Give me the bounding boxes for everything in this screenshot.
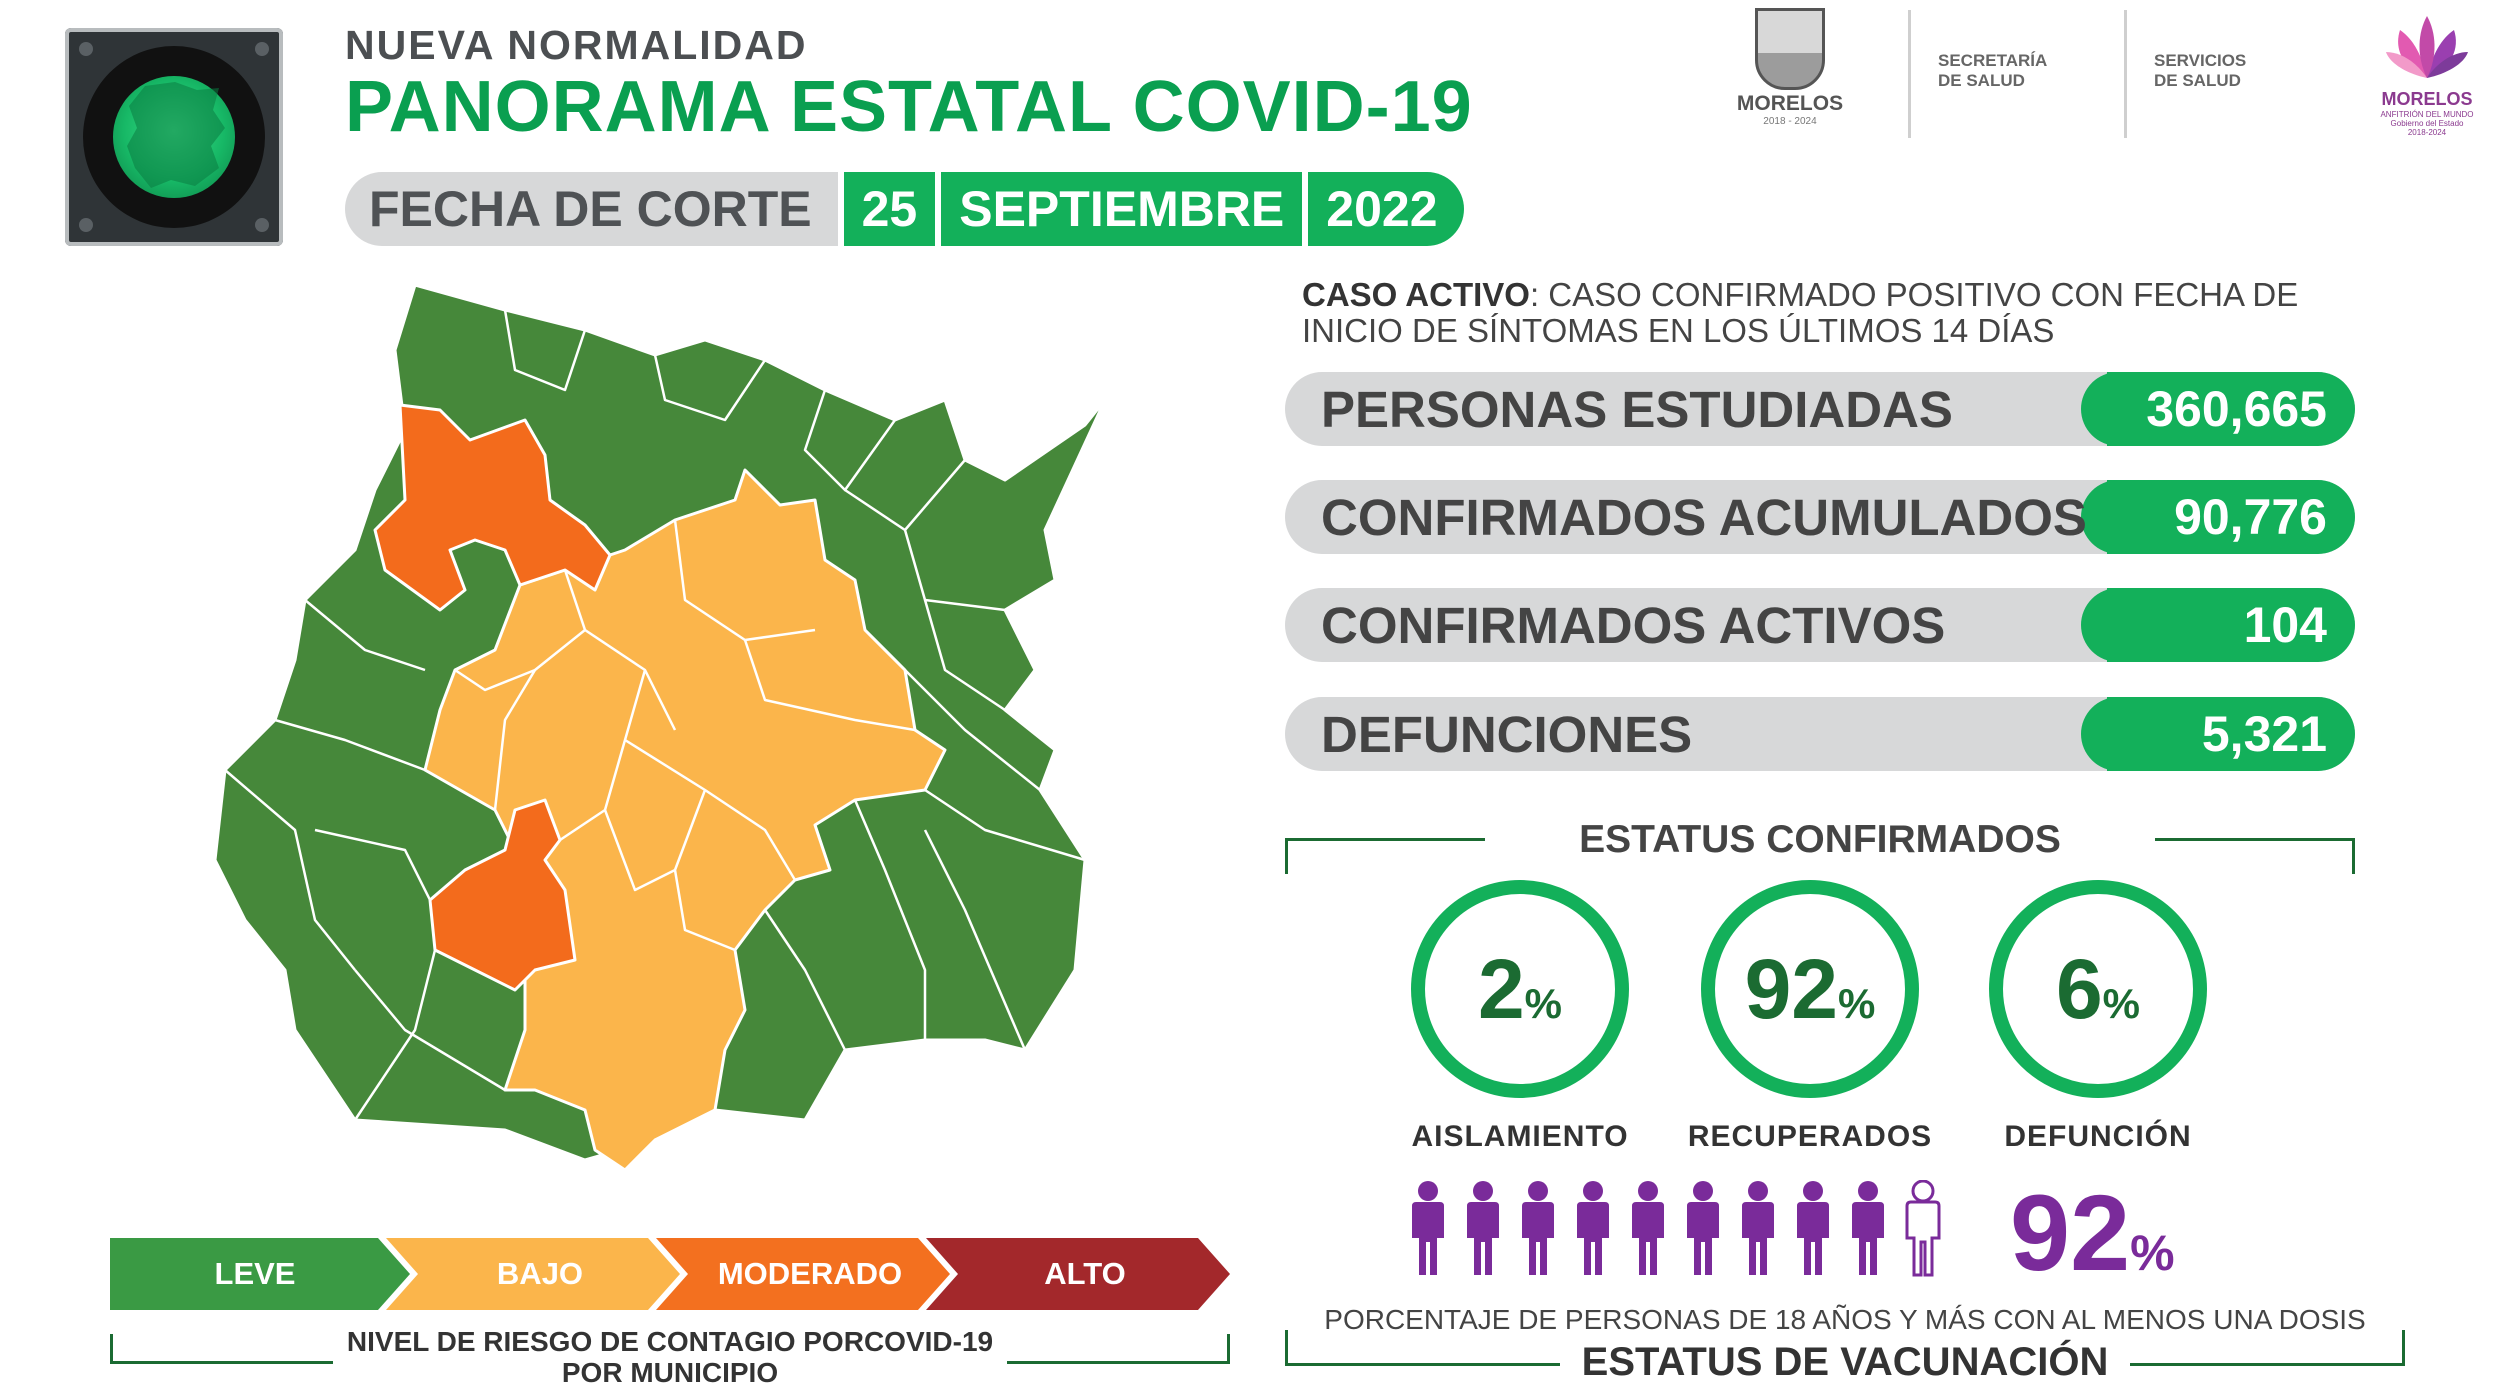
legend-caption-line2: POR MUNICIPIO: [561, 1357, 779, 1388]
person-icon-vaccinated: [1687, 1181, 1719, 1275]
secretaria-line-1: SECRETARÍA: [1938, 51, 2048, 70]
servicios-line-2: DE SALUD: [2154, 71, 2241, 90]
person-icon-unvaccinated: [1905, 1180, 1941, 1277]
institution-logos: MORELOS 2018 - 2024 SECRETARÍA DE SALUD …: [1700, 8, 2500, 148]
stat-label: PERSONAS ESTUDIADAS: [1321, 381, 1953, 438]
legend-swatch-leve: [110, 1238, 410, 1310]
person-icon-vaccinated: [1632, 1181, 1664, 1275]
vaccination-percent: 92%: [2010, 1170, 2175, 1295]
active-case-definition: CASO ACTIVO: CASO CONFIRMADO POSITIVO CO…: [1302, 277, 2352, 349]
legend-caption: NIVEL DE RIESGO DE CONTAGIO POR COVID-19…: [110, 1326, 1230, 1388]
status-value: 6: [2055, 941, 2103, 1036]
status-value: 92: [1744, 941, 1839, 1036]
status-isolation: 2% AISLAMIENTO: [1390, 880, 1650, 1154]
date-label: FECHA DE CORTE: [345, 172, 838, 246]
flower-icon: [2386, 16, 2468, 78]
logo-divider: [1908, 10, 1911, 138]
legend-label-leve: LEVE: [214, 1256, 296, 1291]
traffic-light-logo: [65, 28, 283, 246]
morelos-logo-years: 2018 - 2024: [1763, 116, 1817, 127]
risk-level-legend: LEVE BAJO MODERADO ALTO: [110, 1238, 1230, 1310]
stat-personas-estudiadas: 360,665 PERSONAS ESTUDIADAS: [1285, 372, 2355, 446]
stat-value: 104: [2081, 588, 2355, 662]
date-year: 2022: [1308, 172, 1464, 246]
vaccination-unit: %: [2130, 1225, 2175, 1281]
status-ring: 92%: [1701, 880, 1919, 1098]
vaccination-people-pictogram: [1412, 1180, 1941, 1277]
person-icon-vaccinated: [1412, 1181, 1444, 1275]
section-title: ESTATUS CONFIRMADOS: [1579, 818, 2061, 861]
person-icon-vaccinated: [1577, 1181, 1609, 1275]
flower-logo-text: MORELOS: [2381, 89, 2473, 109]
morelos-logo-text: MORELOS: [1736, 92, 1844, 115]
status-value: 2: [1477, 941, 1525, 1036]
coat-of-arms-icon: [1755, 8, 1825, 90]
stat-label: CONFIRMADOS ACTIVOS: [1321, 597, 1946, 654]
date-day: 25: [843, 172, 936, 246]
stat-label: CONFIRMADOS ACUMULADOS: [1321, 489, 2087, 546]
status-unit: %: [1524, 979, 1563, 1027]
secretaria-salud-logo: SECRETARÍA DE SALUD: [1938, 51, 2047, 91]
status-ring: 2%: [1411, 880, 1629, 1098]
morelos-shield-logo: MORELOS 2018 - 2024: [1730, 8, 1850, 127]
legend-swatch-moderado: [656, 1238, 950, 1310]
legend-caption-bold: COVID-19: [863, 1326, 994, 1357]
legend-caption-text: NIVEL DE RIESGO DE CONTAGIO POR: [346, 1326, 864, 1357]
stat-value: 360,665: [2081, 372, 2355, 446]
flower-logo-sub-2: Gobierno del Estado: [2390, 119, 2464, 128]
status-unit: %: [2102, 979, 2141, 1027]
status-caption: AISLAMIENTO: [1411, 1120, 1629, 1153]
status-caption: DEFUNCIÓN: [2004, 1120, 2192, 1153]
status-recovered: 92% RECUPERADOS: [1680, 880, 1940, 1154]
legend-arrows: [110, 1238, 1230, 1310]
kicker-text: NUEVA NORMALIDAD: [345, 22, 808, 68]
stat-value: 90,776: [2081, 480, 2355, 554]
flower-logo-sub-3: 2018-2024: [2407, 128, 2447, 137]
status-death: 6% DEFUNCIÓN: [1968, 880, 2228, 1154]
logo-divider: [2124, 10, 2127, 138]
servicios-line-1: SERVICIOS: [2154, 51, 2247, 70]
vaccination-title: ESTATUS DE VACUNACIÓN: [1285, 1340, 2405, 1385]
map-region-moderado-south: [428, 798, 577, 992]
status-unit: %: [1838, 979, 1876, 1027]
definition-term: CASO ACTIVO: [1302, 276, 1530, 313]
secretaria-line-2: DE SALUD: [1938, 71, 2025, 90]
status-caption: RECUPERADOS: [1687, 1120, 1933, 1153]
risk-map-morelos: [213, 283, 1107, 1172]
legend-swatch-alto: [926, 1238, 1230, 1310]
legend-swatch-bajo: [386, 1238, 680, 1310]
confirmed-status-heading: ESTATUS CONFIRMADOS: [1285, 812, 2355, 874]
legend-label-alto: ALTO: [1044, 1256, 1126, 1291]
stat-label: DEFUNCIONES: [1321, 706, 1693, 763]
person-icon-vaccinated: [1522, 1181, 1554, 1275]
servicios-salud-logo: SERVICIOS DE SALUD: [2154, 51, 2246, 91]
stat-defunciones: 5,321 DEFUNCIONES: [1285, 697, 2355, 771]
flower-logo-sub-1: ANFITRIÓN DEL MUNDO: [2380, 110, 2474, 119]
vaccination-value: 92: [2010, 1172, 2131, 1293]
vaccination-title-text: ESTATUS DE VACUNACIÓN: [1559, 1340, 2131, 1384]
person-icon-vaccinated: [1852, 1181, 1884, 1275]
status-ring: 6%: [1989, 880, 2207, 1098]
morelos-flower-logo: MORELOS ANFITRIÓN DEL MUNDO Gobierno del…: [2372, 8, 2482, 137]
stat-confirmados-acumulados: 90,776 CONFIRMADOS ACUMULADOS: [1285, 480, 2355, 554]
legend-label-bajo: BAJO: [496, 1256, 584, 1291]
definition-text: : CASO CONFIRMADO POSITIVO CON FECHA DE …: [1302, 276, 2299, 349]
page-title: PANORAMA ESTATAL COVID-19: [345, 67, 1473, 147]
date-month: SEPTIEMBRE: [941, 172, 1303, 246]
vaccination-description: PORCENTAJE DE PERSONAS DE 18 AÑOS Y MÁS …: [1324, 1304, 2366, 1335]
person-icon-vaccinated: [1467, 1181, 1499, 1275]
person-icon-vaccinated: [1742, 1181, 1774, 1275]
map-region-moderado-north: [373, 403, 612, 612]
legend-label-moderado: MODERADO: [717, 1256, 903, 1291]
person-icon-vaccinated: [1797, 1181, 1829, 1275]
state-silhouette-icon: [127, 82, 225, 188]
cutoff-date-bar: FECHA DE CORTE 25 SEPTIEMBRE 2022: [345, 172, 1464, 246]
stat-confirmados-activos: 104 CONFIRMADOS ACTIVOS: [1285, 588, 2355, 662]
stat-value: 5,321: [2081, 697, 2355, 771]
